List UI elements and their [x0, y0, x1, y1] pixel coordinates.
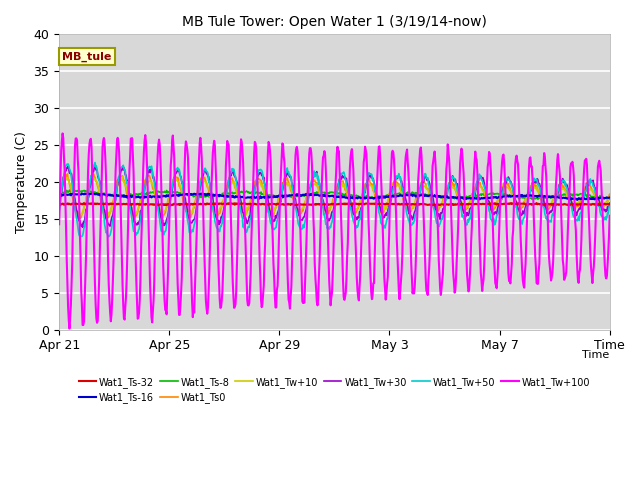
Wat1_Ts-8: [406, 191, 414, 197]
Wat1_Ts-8: [376, 194, 383, 200]
Wat1_Ts-16: [390, 194, 398, 200]
Wat1_Tw+10: [408, 205, 415, 211]
Line: Wat1_Tw+30: Wat1_Tw+30: [59, 166, 610, 228]
Wat1_Ts-8: [55, 190, 63, 196]
Legend: Wat1_Ts-32, Wat1_Ts-16, Wat1_Ts-8, Wat1_Ts0, Wat1_Tw+10, Wat1_Tw+30, Wat1_Tw+50,: Wat1_Ts-32, Wat1_Ts-16, Wat1_Ts-8, Wat1_…: [75, 373, 594, 408]
Wat1_Ts-16: [573, 197, 581, 203]
Wat1_Tw+30: [391, 179, 399, 184]
Wat1_Tw+30: [64, 163, 72, 169]
Wat1_Tw+10: [606, 195, 614, 201]
Wat1_Ts-8: [530, 196, 538, 202]
Line: Wat1_Ts0: Wat1_Ts0: [59, 174, 610, 219]
Wat1_Ts-16: [90, 191, 97, 196]
Wat1_Tw+30: [79, 225, 86, 230]
Wat1_Ts-8: [606, 196, 614, 202]
Wat1_Ts-8: [90, 190, 97, 195]
Wat1_Tw+10: [90, 175, 97, 181]
Wat1_Tw+10: [474, 185, 482, 191]
Wat1_Tw+30: [474, 179, 482, 184]
Wat1_Ts0: [376, 208, 384, 214]
Wat1_Tw+50: [408, 222, 415, 228]
Wat1_Tw+10: [55, 195, 63, 201]
Text: Time: Time: [582, 350, 610, 360]
Wat1_Ts0: [63, 171, 71, 177]
Wat1_Tw+50: [55, 208, 63, 214]
Wat1_Ts0: [391, 177, 399, 183]
Wat1_Ts-8: [66, 187, 74, 193]
Wat1_Ts-16: [406, 192, 414, 198]
Wat1_Ts-32: [406, 202, 414, 207]
Wat1_Tw+50: [376, 214, 384, 220]
Wat1_Tw+30: [606, 200, 614, 206]
Wat1_Ts0: [606, 192, 614, 197]
Wat1_Tw+100: [606, 213, 614, 218]
Wat1_Ts-8: [390, 192, 398, 197]
Wat1_Ts-32: [376, 201, 383, 207]
Wat1_Tw+50: [89, 162, 97, 168]
Wat1_Ts-32: [55, 201, 63, 207]
Wat1_Tw+50: [105, 234, 113, 240]
Line: Wat1_Tw+10: Wat1_Tw+10: [59, 177, 610, 216]
Line: Wat1_Tw+50: Wat1_Tw+50: [59, 163, 610, 237]
Wat1_Tw+100: [90, 256, 98, 262]
Wat1_Tw+10: [118, 174, 126, 180]
Wat1_Tw+100: [66, 326, 74, 332]
Wat1_Ts0: [90, 174, 98, 180]
Wat1_Tw+50: [474, 176, 482, 182]
Wat1_Tw+30: [55, 205, 63, 211]
Text: MB_tule: MB_tule: [62, 51, 111, 61]
Wat1_Tw+30: [408, 213, 415, 219]
Wat1_Ts-32: [390, 201, 398, 207]
Wat1_Ts-16: [376, 195, 383, 201]
Wat1_Ts-32: [474, 201, 481, 207]
Wat1_Tw+100: [391, 170, 399, 176]
Wat1_Tw+10: [376, 204, 384, 209]
Y-axis label: Temperature (C): Temperature (C): [15, 131, 28, 233]
Wat1_Tw+100: [59, 131, 67, 136]
Wat1_Tw+100: [408, 260, 415, 266]
Wat1_Ts-32: [532, 200, 540, 206]
Wat1_Ts0: [474, 180, 482, 185]
Wat1_Tw+30: [531, 178, 538, 184]
Wat1_Tw+100: [531, 236, 538, 241]
Wat1_Ts-32: [167, 203, 175, 208]
Wat1_Tw+10: [531, 185, 538, 191]
Wat1_Ts-16: [89, 191, 97, 196]
Line: Wat1_Ts-8: Wat1_Ts-8: [59, 190, 610, 200]
Wat1_Tw+30: [376, 205, 384, 211]
Wat1_Ts0: [55, 193, 63, 199]
Wat1_Tw+50: [391, 178, 399, 184]
Wat1_Tw+100: [55, 221, 63, 227]
Wat1_Ts-32: [89, 201, 97, 207]
Line: Wat1_Tw+100: Wat1_Tw+100: [59, 133, 610, 329]
Wat1_Ts0: [408, 208, 415, 214]
Wat1_Tw+100: [474, 193, 482, 199]
Wat1_Ts0: [531, 181, 538, 187]
Wat1_Ts-8: [604, 197, 612, 203]
Wat1_Ts-16: [530, 193, 538, 199]
Line: Wat1_Ts-32: Wat1_Ts-32: [59, 203, 610, 205]
Wat1_Tw+50: [91, 160, 99, 166]
Wat1_Ts-32: [530, 201, 538, 207]
Wat1_Ts-16: [606, 195, 614, 201]
Wat1_Ts-16: [474, 195, 481, 201]
Wat1_Ts-8: [474, 192, 481, 198]
Wat1_Ts-32: [606, 202, 614, 207]
Wat1_Ts0: [76, 216, 83, 222]
Wat1_Tw+50: [531, 178, 538, 183]
Wat1_Tw+100: [376, 154, 384, 160]
Wat1_Tw+10: [76, 213, 84, 219]
Title: MB Tule Tower: Open Water 1 (3/19/14-now): MB Tule Tower: Open Water 1 (3/19/14-now…: [182, 15, 487, 29]
Wat1_Tw+10: [391, 184, 399, 190]
Wat1_Tw+50: [606, 203, 614, 208]
Wat1_Ts-16: [55, 191, 63, 197]
Wat1_Tw+30: [90, 164, 98, 169]
Line: Wat1_Ts-16: Wat1_Ts-16: [59, 193, 610, 200]
